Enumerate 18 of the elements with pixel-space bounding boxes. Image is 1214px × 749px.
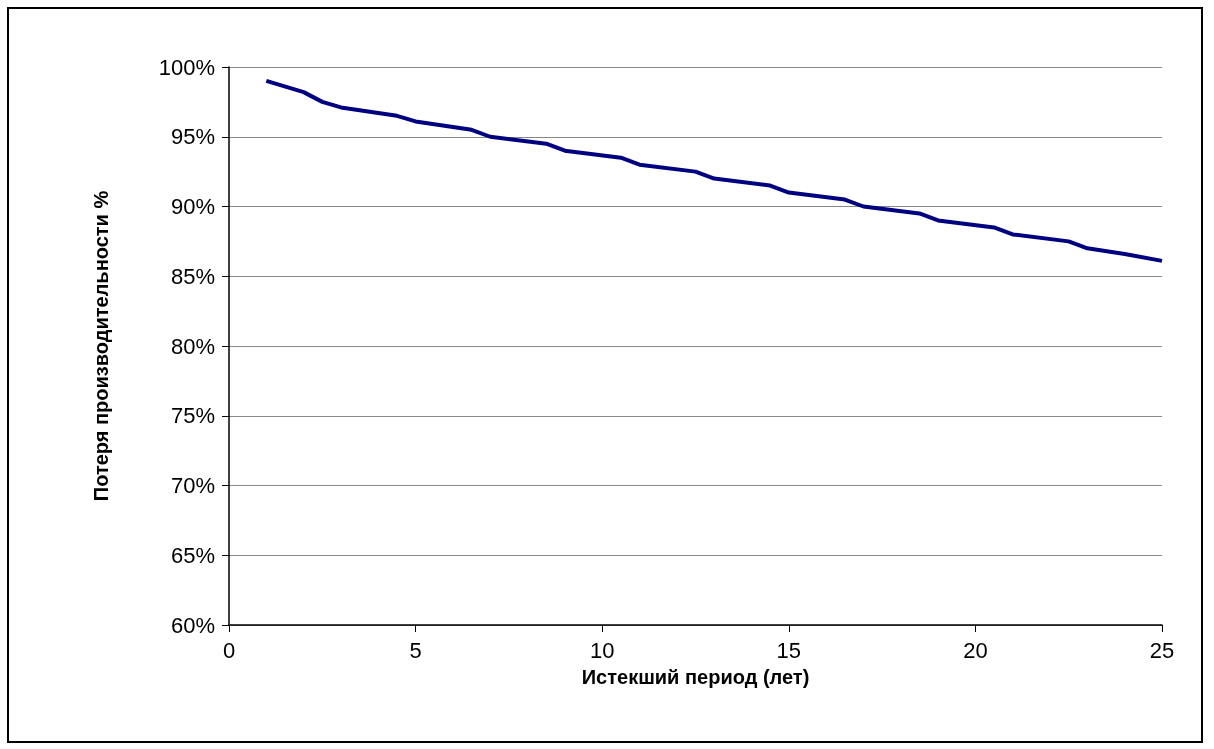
y-tick-label: 85% xyxy=(170,263,215,289)
y-tick-label: 75% xyxy=(170,403,215,429)
y-tick-label: 80% xyxy=(170,333,215,359)
x-tick-label: 0 xyxy=(222,637,236,663)
x-tick-label: 5 xyxy=(409,637,422,663)
y-tick-label: 90% xyxy=(170,194,215,219)
y-tick-label: 100% xyxy=(158,54,215,80)
x-tick-label: 15 xyxy=(776,637,802,663)
y-tick-label: 70% xyxy=(170,473,215,498)
x-tick-label: 25 xyxy=(1149,637,1175,663)
x-tick-label: 10 xyxy=(589,637,615,663)
y-tick-label: 60% xyxy=(170,612,215,638)
y-tick-label: 65% xyxy=(170,542,215,568)
y-tick-label: 95% xyxy=(170,124,215,150)
y-axis-title: Потеря производительности % xyxy=(90,190,112,502)
line-series xyxy=(264,78,1164,263)
x-axis-title: Истекший период (лет) xyxy=(581,666,810,688)
x-tick-label: 20 xyxy=(963,637,988,663)
